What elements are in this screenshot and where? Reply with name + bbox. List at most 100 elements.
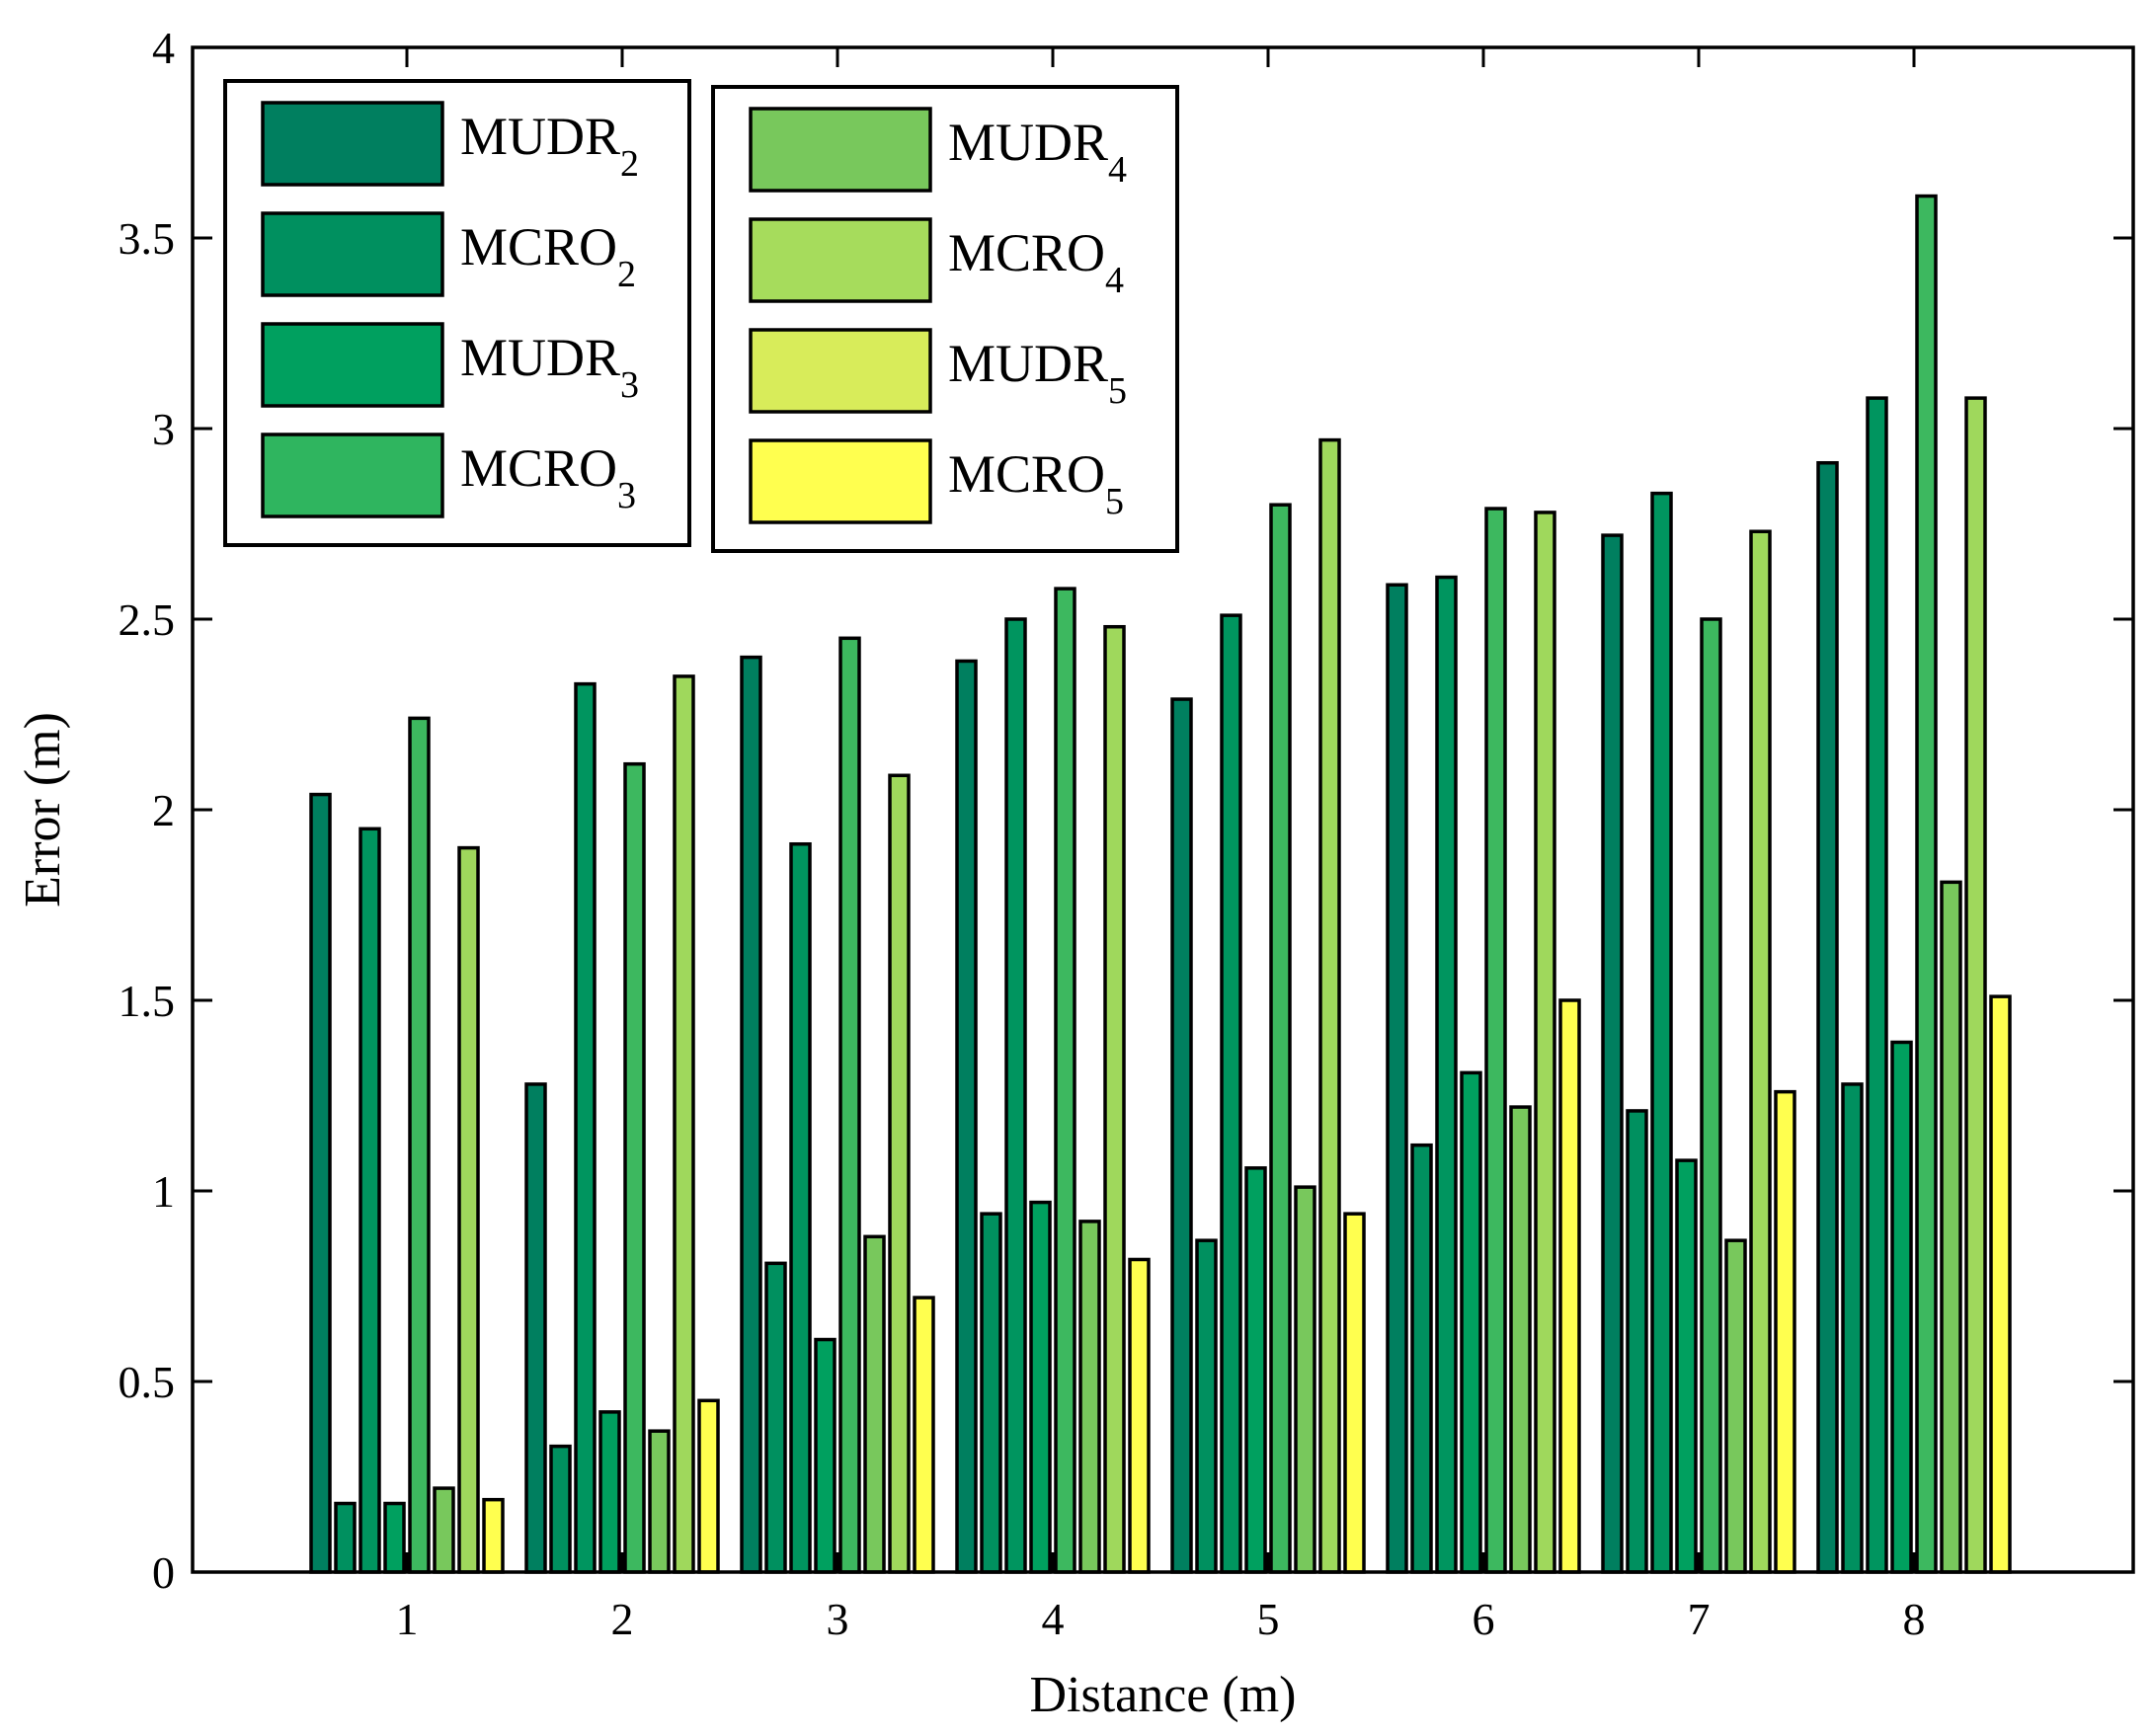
bar-mudr3-d1: MUDR3 @ 1: 2.24	[408, 716, 431, 1574]
bar-mcro5-d7: MCRO5 @ 7: 1.26	[1774, 1089, 1796, 1574]
bar-mcro2-d2: MCRO2 @ 2: 0.33	[549, 1444, 572, 1574]
bar-mcro5-d1: MCRO5 @ 1: 0.19	[482, 1497, 505, 1574]
bar-mudr2-d8: MUDR2 @ 8: 2.91	[1816, 460, 1839, 1574]
bar-mudr4-d2: MUDR4 @ 2: 2.35	[673, 674, 695, 1574]
bar-mudr2-d6: MUDR2 @ 6: 2.59	[1386, 583, 1408, 1574]
legend-left: MUDR2 MCRO2 MUDR3 MCRO3	[223, 79, 691, 547]
bar-mudr2-d5: MUDR2 @ 5: 2.51	[1220, 613, 1242, 1574]
bar-mudr4-d4: MUDR4 @ 4: 2.48	[1103, 624, 1126, 1574]
y-tick-label: 3	[152, 404, 175, 454]
y-tick-label: 0	[152, 1547, 175, 1598]
y-tick-label: 3.5	[119, 213, 176, 264]
bar-mcro5-d5: MCRO5 @ 5: 0.94	[1343, 1212, 1366, 1574]
axes: 0 0.5 1 1.5 2 2.5 3 3.5 4 1 2 3 4 5 6 7 8 Distance (m) Err…	[15, 23, 2135, 1723]
bar-mudr2-d2: MUDR2 @ 2: 1.28	[524, 1082, 547, 1574]
bar-mudr2-d7: MUDR2 @ 7: 2.83	[1650, 491, 1673, 1574]
bar-mcro4-d3: MCRO4 @ 3: 0.88	[863, 1234, 886, 1574]
x-tick-label: 7	[1688, 1594, 1711, 1644]
bar-mcro2-d1: MCRO2 @ 1: 0.18	[334, 1501, 357, 1574]
legend-swatch-mcro4	[749, 217, 932, 303]
bar-mcro3-d5: MCRO3 @ 5: 1.06	[1244, 1166, 1267, 1574]
bar-mcro4-d5: MCRO4 @ 5: 1.01	[1294, 1185, 1316, 1574]
bar-mudr2-d7: MUDR2 @ 7: 2.72	[1601, 533, 1624, 1574]
bar-mudr2-d1: MUDR2 @ 1: 1.95	[359, 827, 381, 1574]
bar-mcro3-d1: MCRO3 @ 1: 0.18	[383, 1501, 406, 1574]
bar-mcro2-d7: MCRO2 @ 7: 1.21	[1626, 1109, 1648, 1574]
x-tick-label: 8	[1903, 1594, 1926, 1644]
legend-right: MUDR4 MCRO4 MUDR5 MCRO5	[711, 85, 1179, 553]
bar-mudr3-d5: MUDR3 @ 5: 2.8	[1269, 503, 1292, 1574]
bar-mudr2-d3: MUDR2 @ 3: 2.4	[740, 655, 762, 1574]
bar-mcro3-d6: MCRO3 @ 6: 1.31	[1460, 1070, 1482, 1574]
bar-mudr3-d7: MUDR3 @ 7: 2.5	[1700, 617, 1722, 1574]
legend-label-mudr5: MUDR5	[948, 334, 1127, 412]
legend-label-mudr4: MUDR4	[948, 113, 1127, 191]
x-tick-label: 6	[1473, 1594, 1495, 1644]
bar-mcro4-d2: MCRO4 @ 2: 0.37	[648, 1429, 671, 1574]
y-tick-label: 1.5	[119, 976, 176, 1026]
bar-mcro3-d2: MCRO3 @ 2: 0.42	[598, 1410, 621, 1574]
legend-swatch-mudr5	[749, 328, 932, 414]
bar-mudr2-d6: MUDR2 @ 6: 2.61	[1435, 575, 1458, 1574]
bar-mcro2-d3: MCRO2 @ 3: 0.81	[764, 1261, 787, 1574]
legend-swatch-mcro5	[749, 438, 932, 524]
bar-mudr3-d2: MUDR3 @ 2: 2.12	[623, 761, 646, 1574]
legend-swatch-mcro3	[261, 433, 444, 518]
bar-mcro5-d3: MCRO5 @ 3: 0.72	[913, 1296, 935, 1574]
bar-mcro3-d4: MCRO3 @ 4: 0.97	[1029, 1200, 1052, 1574]
y-tick-label: 2.5	[119, 594, 176, 645]
x-tick-label: 5	[1257, 1594, 1280, 1644]
bar-mcro4-d6: MCRO4 @ 6: 1.22	[1509, 1105, 1532, 1574]
legend-swatch-mudr3	[261, 322, 444, 408]
bar-mudr4-d1: MUDR4 @ 1: 1.9	[457, 845, 480, 1574]
bar-mcro4-d8: MCRO4 @ 8: 1.81	[1940, 880, 1962, 1574]
bar-mudr3-d4: MUDR3 @ 4: 2.58	[1054, 587, 1076, 1574]
bar-mcro3-d7: MCRO3 @ 7: 1.08	[1675, 1158, 1698, 1574]
legend-swatch-mudr4	[749, 107, 932, 193]
bar-mudr4-d3: MUDR4 @ 3: 2.09	[888, 773, 911, 1574]
legend-label-mudr2: MUDR2	[460, 107, 639, 185]
bar-mcro2-d8: MCRO2 @ 8: 1.28	[1841, 1082, 1864, 1574]
bar-mudr4-d7: MUDR4 @ 7: 2.73	[1749, 529, 1772, 1574]
bar-mcro2-d4: MCRO2 @ 4: 0.94	[980, 1212, 1002, 1574]
bar-mudr3-d3: MUDR3 @ 3: 2.45	[838, 636, 861, 1574]
bar-mcro3-d8: MCRO3 @ 8: 1.39	[1890, 1040, 1913, 1574]
x-tick-label: 3	[827, 1594, 849, 1644]
bar-mudr3-d8: MUDR3 @ 8: 3.61	[1915, 194, 1938, 1574]
bar-mudr2-d8: MUDR2 @ 8: 3.08	[1866, 396, 1888, 1574]
bar-mcro4-d4: MCRO4 @ 4: 0.92	[1078, 1220, 1101, 1574]
legend-label-mcro2: MCRO2	[460, 217, 636, 295]
bar-mudr4-d8: MUDR4 @ 8: 3.08	[1964, 396, 1987, 1574]
x-tick-label: 1	[396, 1594, 419, 1644]
x-axis-title: Distance (m)	[1029, 1667, 1296, 1723]
bar-mudr2-d2: MUDR2 @ 2: 2.33	[574, 681, 597, 1574]
bar-mudr2-d4: MUDR2 @ 4: 2.5	[1004, 617, 1027, 1574]
bar-mcro4-d1: MCRO4 @ 1: 0.22	[433, 1486, 455, 1574]
bar-mudr4-d5: MUDR4 @ 5: 2.97	[1318, 437, 1341, 1574]
legend-label-mcro4: MCRO4	[948, 223, 1124, 301]
y-tick-label: 4	[152, 23, 175, 73]
y-tick-label: 2	[152, 785, 175, 835]
bar-mudr2-d3: MUDR2 @ 3: 1.91	[789, 841, 812, 1574]
bar-mcro2-d6: MCRO2 @ 6: 1.12	[1410, 1143, 1433, 1574]
legend-label-mcro3: MCRO3	[460, 438, 636, 516]
bar-mudr4-d6: MUDR4 @ 6: 2.78	[1534, 511, 1556, 1574]
bar-mcro5-d8: MCRO5 @ 8: 1.51	[1989, 994, 2012, 1574]
x-tick-label: 2	[611, 1594, 634, 1644]
bar-mcro5-d6: MCRO5 @ 6: 1.5	[1558, 998, 1581, 1574]
bar-mcro3-d3: MCRO3 @ 3: 0.61	[814, 1337, 837, 1574]
legend-label-mudr3: MUDR3	[460, 328, 639, 406]
bar-mudr2-d1: MUDR2 @ 1: 2.04	[309, 792, 332, 1574]
bar-mudr2-d4: MUDR2 @ 4: 2.39	[955, 659, 978, 1574]
bar-mudr2-d5: MUDR2 @ 5: 2.29	[1170, 697, 1193, 1574]
x-tick-label: 4	[1042, 1594, 1065, 1644]
bar-mcro2-d5: MCRO2 @ 5: 0.87	[1195, 1238, 1218, 1574]
legend-swatch-mcro2	[261, 211, 444, 297]
bar-mudr3-d6: MUDR3 @ 6: 2.79	[1484, 507, 1507, 1574]
bar-mcro4-d7: MCRO4 @ 7: 0.87	[1724, 1238, 1747, 1574]
bar-mcro5-d4: MCRO5 @ 4: 0.82	[1128, 1257, 1151, 1574]
y-tick-label: 0.5	[119, 1357, 176, 1407]
legend-label-mcro5: MCRO5	[948, 444, 1124, 522]
bar-mcro5-d2: MCRO5 @ 2: 0.45	[697, 1398, 720, 1574]
